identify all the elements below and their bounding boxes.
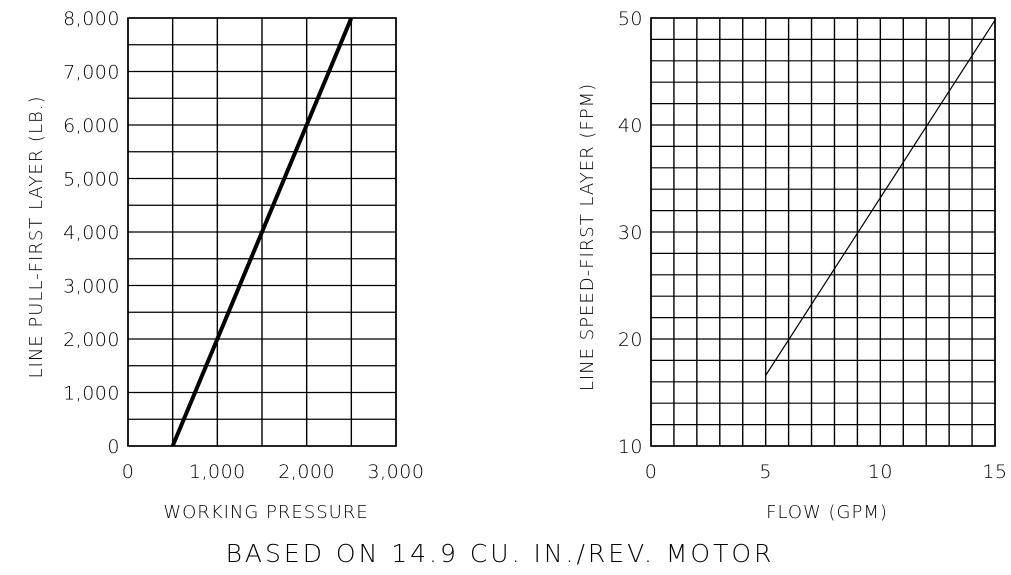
pull-y-tick-label: 2,000 (63, 329, 120, 351)
pull-y-tick-label: 0 (107, 436, 120, 458)
speed-y-axis-label: LINE SPEED-FIRST LAYER (FPM) (577, 83, 598, 391)
line-speed-chart: 10 20 30 40 50 0 5 10 15 FLOW (GPM) LINE SPEED-FIR… (577, 8, 1007, 523)
speed-x-tick-label: 5 (759, 461, 772, 483)
pull-plot-frame (127, 17, 397, 447)
speed-x-tick-label: 10 (868, 461, 893, 483)
line-pull-chart: 0 1,000 2,000 3,000 4,000 5,000 6,000 7,000 8,00… (26, 8, 424, 523)
pull-x-tick-label: 3,000 (368, 461, 425, 483)
speed-x-axis-label: FLOW (GPM) (766, 502, 888, 523)
speed-plot-frame (650, 17, 996, 447)
speed-y-tick-label: 10 (618, 436, 643, 458)
pull-y-tick-label: 4,000 (63, 222, 120, 244)
pull-y-axis-label: LINE PULL-FIRST LAYER (LB.) (26, 95, 47, 378)
speed-x-tick-label: 15 (982, 461, 1007, 483)
pull-x-tick-label: 0 (122, 461, 135, 483)
speed-y-tick-label: 50 (618, 8, 643, 30)
pull-y-tick-label: 3,000 (63, 276, 120, 298)
speed-y-tick-label: 30 (618, 222, 643, 244)
speed-y-tick-label: 40 (618, 115, 643, 137)
pull-y-tick-label: 5,000 (63, 169, 120, 191)
speed-x-tick-label: 0 (645, 461, 658, 483)
pull-y-tick-label: 7,000 (63, 62, 120, 84)
pull-x-tick-label: 2,000 (278, 461, 335, 483)
speed-grid (650, 17, 996, 447)
pull-x-tick-label: 1,000 (189, 461, 246, 483)
pull-y-tick-label: 1,000 (63, 383, 120, 405)
pull-x-axis-label: WORKING PRESSURE (163, 502, 368, 523)
pull-grid (127, 17, 397, 447)
pull-y-tick-label: 8,000 (63, 8, 120, 30)
pull-y-tick-label: 6,000 (63, 115, 120, 137)
figure-caption: BASED ON 14.9 CU. IN./REV. MOTOR (226, 539, 775, 568)
speed-y-tick-label: 20 (618, 329, 643, 351)
pull-series-line (170, 17, 354, 447)
speed-series-line (765, 19, 996, 376)
